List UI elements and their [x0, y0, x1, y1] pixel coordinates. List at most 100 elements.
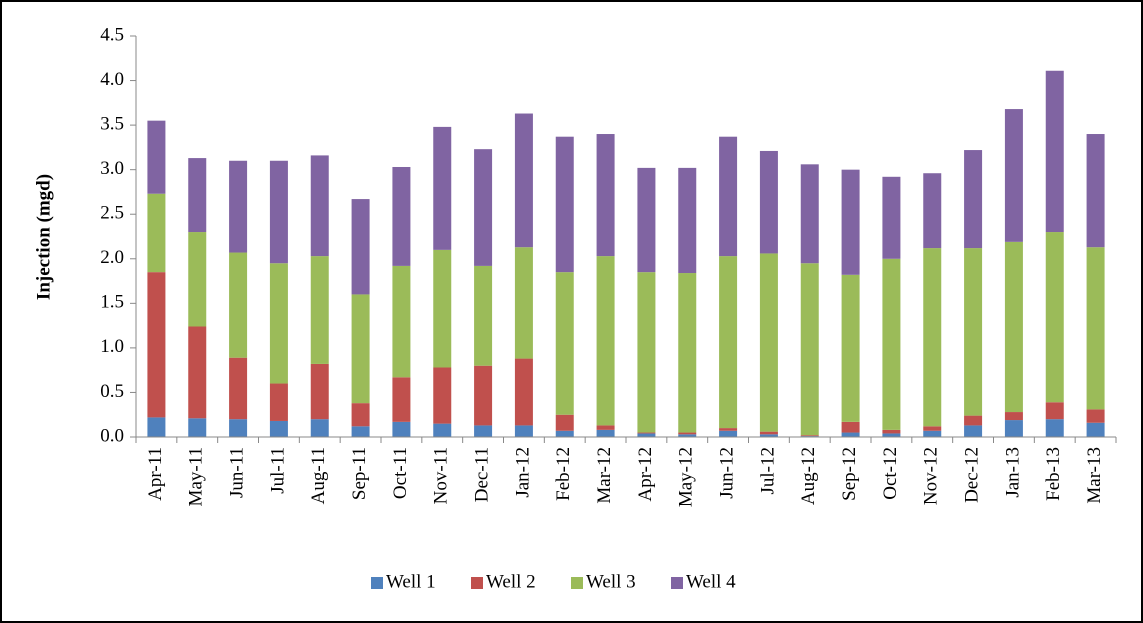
x-tick-label: Jan-12 [512, 447, 533, 498]
bar-segment [433, 367, 452, 424]
bar-segment [351, 403, 370, 427]
bar-segment [555, 272, 574, 415]
bar-segment [841, 421, 860, 433]
x-tick-label: Nov-11 [431, 447, 452, 504]
bar-segment [964, 425, 983, 437]
bar-segment [759, 431, 778, 435]
x-tick-label: Apr-12 [635, 447, 656, 502]
x-tick-label: Aug-11 [308, 447, 329, 504]
y-tick-label: 2.5 [100, 203, 124, 224]
x-tick-label: Sep-11 [349, 447, 370, 500]
bar-segment [474, 425, 493, 437]
bar-segment [1086, 247, 1105, 410]
bar-segment [759, 150, 778, 254]
bar-segment [678, 167, 697, 274]
bar-segment [923, 426, 942, 431]
bar-segment [433, 423, 452, 437]
y-tick-label: 1.5 [100, 292, 124, 313]
bar-segment [841, 274, 860, 422]
bar-segment [474, 149, 493, 266]
bar-segment [433, 126, 452, 250]
bar-segment [269, 263, 288, 384]
bar-segment [269, 160, 288, 264]
y-tick-label: 3.5 [100, 113, 124, 134]
bar-segment [923, 248, 942, 427]
bar-segment [310, 419, 329, 437]
bar-segment [719, 428, 738, 431]
bar-segment [392, 166, 411, 266]
bar-segment [269, 420, 288, 437]
bar-segment [637, 432, 656, 434]
bar-segment [1004, 241, 1023, 413]
bar-segment [923, 173, 942, 249]
y-tick-label: 3.0 [100, 158, 124, 179]
bar-segment [147, 120, 166, 194]
bar-segment [433, 249, 452, 368]
bar-segment [229, 160, 248, 253]
bar-segment [964, 150, 983, 249]
bar-segment [719, 430, 738, 437]
x-tick-label: Feb-12 [553, 447, 574, 501]
bar-segment [310, 256, 329, 364]
bar-segment [678, 434, 697, 437]
bar-segment [1004, 420, 1023, 437]
legend-label: Well 1 [386, 571, 436, 592]
y-tick-label: 0.0 [100, 425, 124, 446]
x-tick-label: Jul-11 [267, 447, 288, 494]
bar-segment [1086, 422, 1105, 437]
bar-segment [474, 365, 493, 426]
x-tick-label: Dec-11 [471, 447, 492, 502]
bar-segment [392, 421, 411, 437]
bar-segment [269, 383, 288, 421]
bar-segment [392, 377, 411, 422]
bar-segment [1086, 134, 1105, 248]
bar-segment [800, 435, 819, 437]
bar-segment [188, 326, 207, 419]
bar-segment [882, 433, 901, 437]
bar-segment [474, 265, 493, 366]
x-tick-label: Mar-12 [594, 447, 615, 504]
legend-swatch [471, 577, 483, 589]
bar-segment [1004, 109, 1023, 242]
bar-segment [1045, 70, 1064, 233]
bar-segment [147, 417, 166, 437]
x-tick-label: May-11 [186, 447, 207, 506]
bar-segment [964, 248, 983, 416]
x-tick-label: Nov-12 [921, 447, 942, 505]
bar-segment [923, 430, 942, 437]
bar-segment [147, 193, 166, 273]
bar-segment [514, 358, 533, 426]
y-tick-label: 0.5 [100, 381, 124, 402]
bar-segment [1045, 419, 1064, 437]
x-tick-label: Oct-11 [390, 447, 411, 499]
bar-segment [514, 113, 533, 248]
x-tick-label: Sep-12 [839, 447, 860, 501]
bar-segment [351, 426, 370, 437]
bar-segment [1086, 409, 1105, 423]
bar-segment [229, 357, 248, 420]
y-tick-label: 4.0 [100, 69, 124, 90]
bar-segment [596, 134, 615, 257]
legend-swatch [571, 577, 583, 589]
bar-segment [637, 433, 656, 437]
bar-segment [188, 418, 207, 437]
x-tick-label: Jan-13 [1002, 447, 1023, 498]
y-tick-label: 2.0 [100, 247, 124, 268]
bar-segment [841, 432, 860, 437]
bar-segment [351, 199, 370, 295]
legend-label: Well 2 [486, 571, 536, 592]
bar-segment [147, 272, 166, 418]
x-tick-label: Aug-12 [798, 447, 819, 505]
bar-segment [351, 294, 370, 404]
bar-segment [596, 429, 615, 437]
bar-segment [719, 136, 738, 257]
bar-segment [882, 176, 901, 259]
bar-segment [841, 169, 860, 275]
legend-swatch [371, 577, 383, 589]
bar-segment [637, 272, 656, 433]
bar-segment [310, 363, 329, 420]
x-tick-label: May-12 [676, 447, 697, 507]
bar-segment [678, 273, 697, 433]
bar-segment [310, 155, 329, 257]
bar-segment [882, 258, 901, 430]
